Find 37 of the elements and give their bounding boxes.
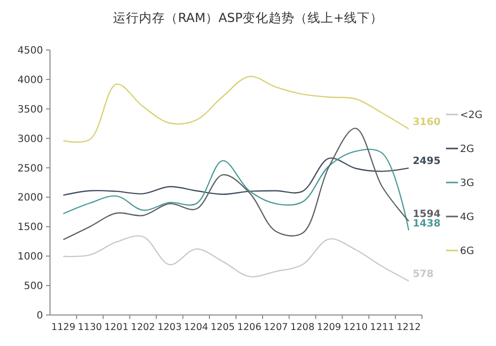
data-label: 1594 xyxy=(412,209,441,220)
data-label: 1438 xyxy=(412,218,441,230)
y-tick-label: 3500 xyxy=(18,104,43,116)
x-tick-label: 1203 xyxy=(157,322,182,333)
data-label: 3160 xyxy=(412,116,441,128)
x-tick-label: 1201 xyxy=(104,322,129,333)
chart-title: 运行内存（RAM）ASP变化趋势（线上+线下） xyxy=(112,10,384,25)
legend-label: <2G xyxy=(460,110,482,121)
x-tick-label: 1210 xyxy=(343,322,368,333)
data-label: 2495 xyxy=(412,156,441,168)
legend-label: 2G xyxy=(460,144,474,155)
line-series xyxy=(62,235,410,282)
x-tick-label: 1209 xyxy=(316,322,342,333)
legend-label: 4G xyxy=(460,212,474,223)
x-tick-label: 1212 xyxy=(396,322,421,333)
y-tick-label: 0 xyxy=(36,310,43,322)
y-tick-label: 1000 xyxy=(18,252,43,263)
y-tick-label: 3000 xyxy=(18,134,43,145)
y-tick-label: 2000 xyxy=(18,192,43,204)
y-tick-label: 1500 xyxy=(18,222,43,234)
x-tick-label: 1202 xyxy=(130,322,156,333)
legend-label: 3G xyxy=(460,178,474,189)
x-tick-label: 1130 xyxy=(78,322,102,333)
y-tick-label: 2500 xyxy=(18,163,43,174)
line-series xyxy=(62,158,410,196)
y-tick-label: 500 xyxy=(24,281,43,292)
y-tick-label: 4500 xyxy=(18,46,43,56)
x-tick-label: 1211 xyxy=(370,322,394,333)
x-tick-label: 1204 xyxy=(184,322,208,333)
line-series xyxy=(62,128,410,240)
y-tick-label: 4000 xyxy=(18,74,43,86)
x-tick-label: 1206 xyxy=(237,322,262,333)
legend-label: 6G xyxy=(460,246,474,257)
x-tick-label: 1129 xyxy=(51,322,76,333)
x-tick-label: 1205 xyxy=(210,322,235,333)
x-tick-label: 1207 xyxy=(264,322,288,333)
x-tick-label: 1208 xyxy=(290,322,315,333)
